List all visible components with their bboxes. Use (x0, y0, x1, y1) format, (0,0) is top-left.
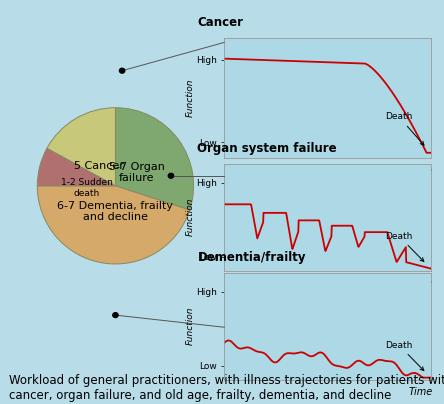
Text: Time: Time (408, 166, 433, 176)
Text: Time: Time (408, 278, 433, 288)
Text: Organ system failure: Organ system failure (198, 142, 337, 155)
Text: 1-2 Sudden
death: 1-2 Sudden death (60, 179, 112, 198)
Wedge shape (115, 108, 194, 210)
Text: Dementia/frailty: Dementia/frailty (198, 251, 306, 264)
Y-axis label: Function: Function (185, 198, 194, 236)
Wedge shape (47, 108, 115, 186)
Text: 6-7 Dementia, frailty
and decline: 6-7 Dementia, frailty and decline (57, 201, 174, 223)
Text: Cancer: Cancer (198, 16, 243, 29)
Text: Death: Death (385, 231, 424, 261)
Wedge shape (37, 186, 190, 264)
Text: 5-7 Organ
failure: 5-7 Organ failure (109, 162, 164, 183)
Text: 5 Cancer: 5 Cancer (74, 161, 124, 171)
Text: Workload of general practitioners, with illness trajectories for patients with
c: Workload of general practitioners, with … (9, 374, 444, 402)
Text: Time: Time (408, 387, 433, 397)
Y-axis label: Function: Function (185, 307, 194, 345)
Wedge shape (37, 148, 115, 186)
Text: Death: Death (385, 112, 424, 145)
Y-axis label: Function: Function (185, 79, 194, 117)
Text: Death: Death (385, 341, 424, 370)
